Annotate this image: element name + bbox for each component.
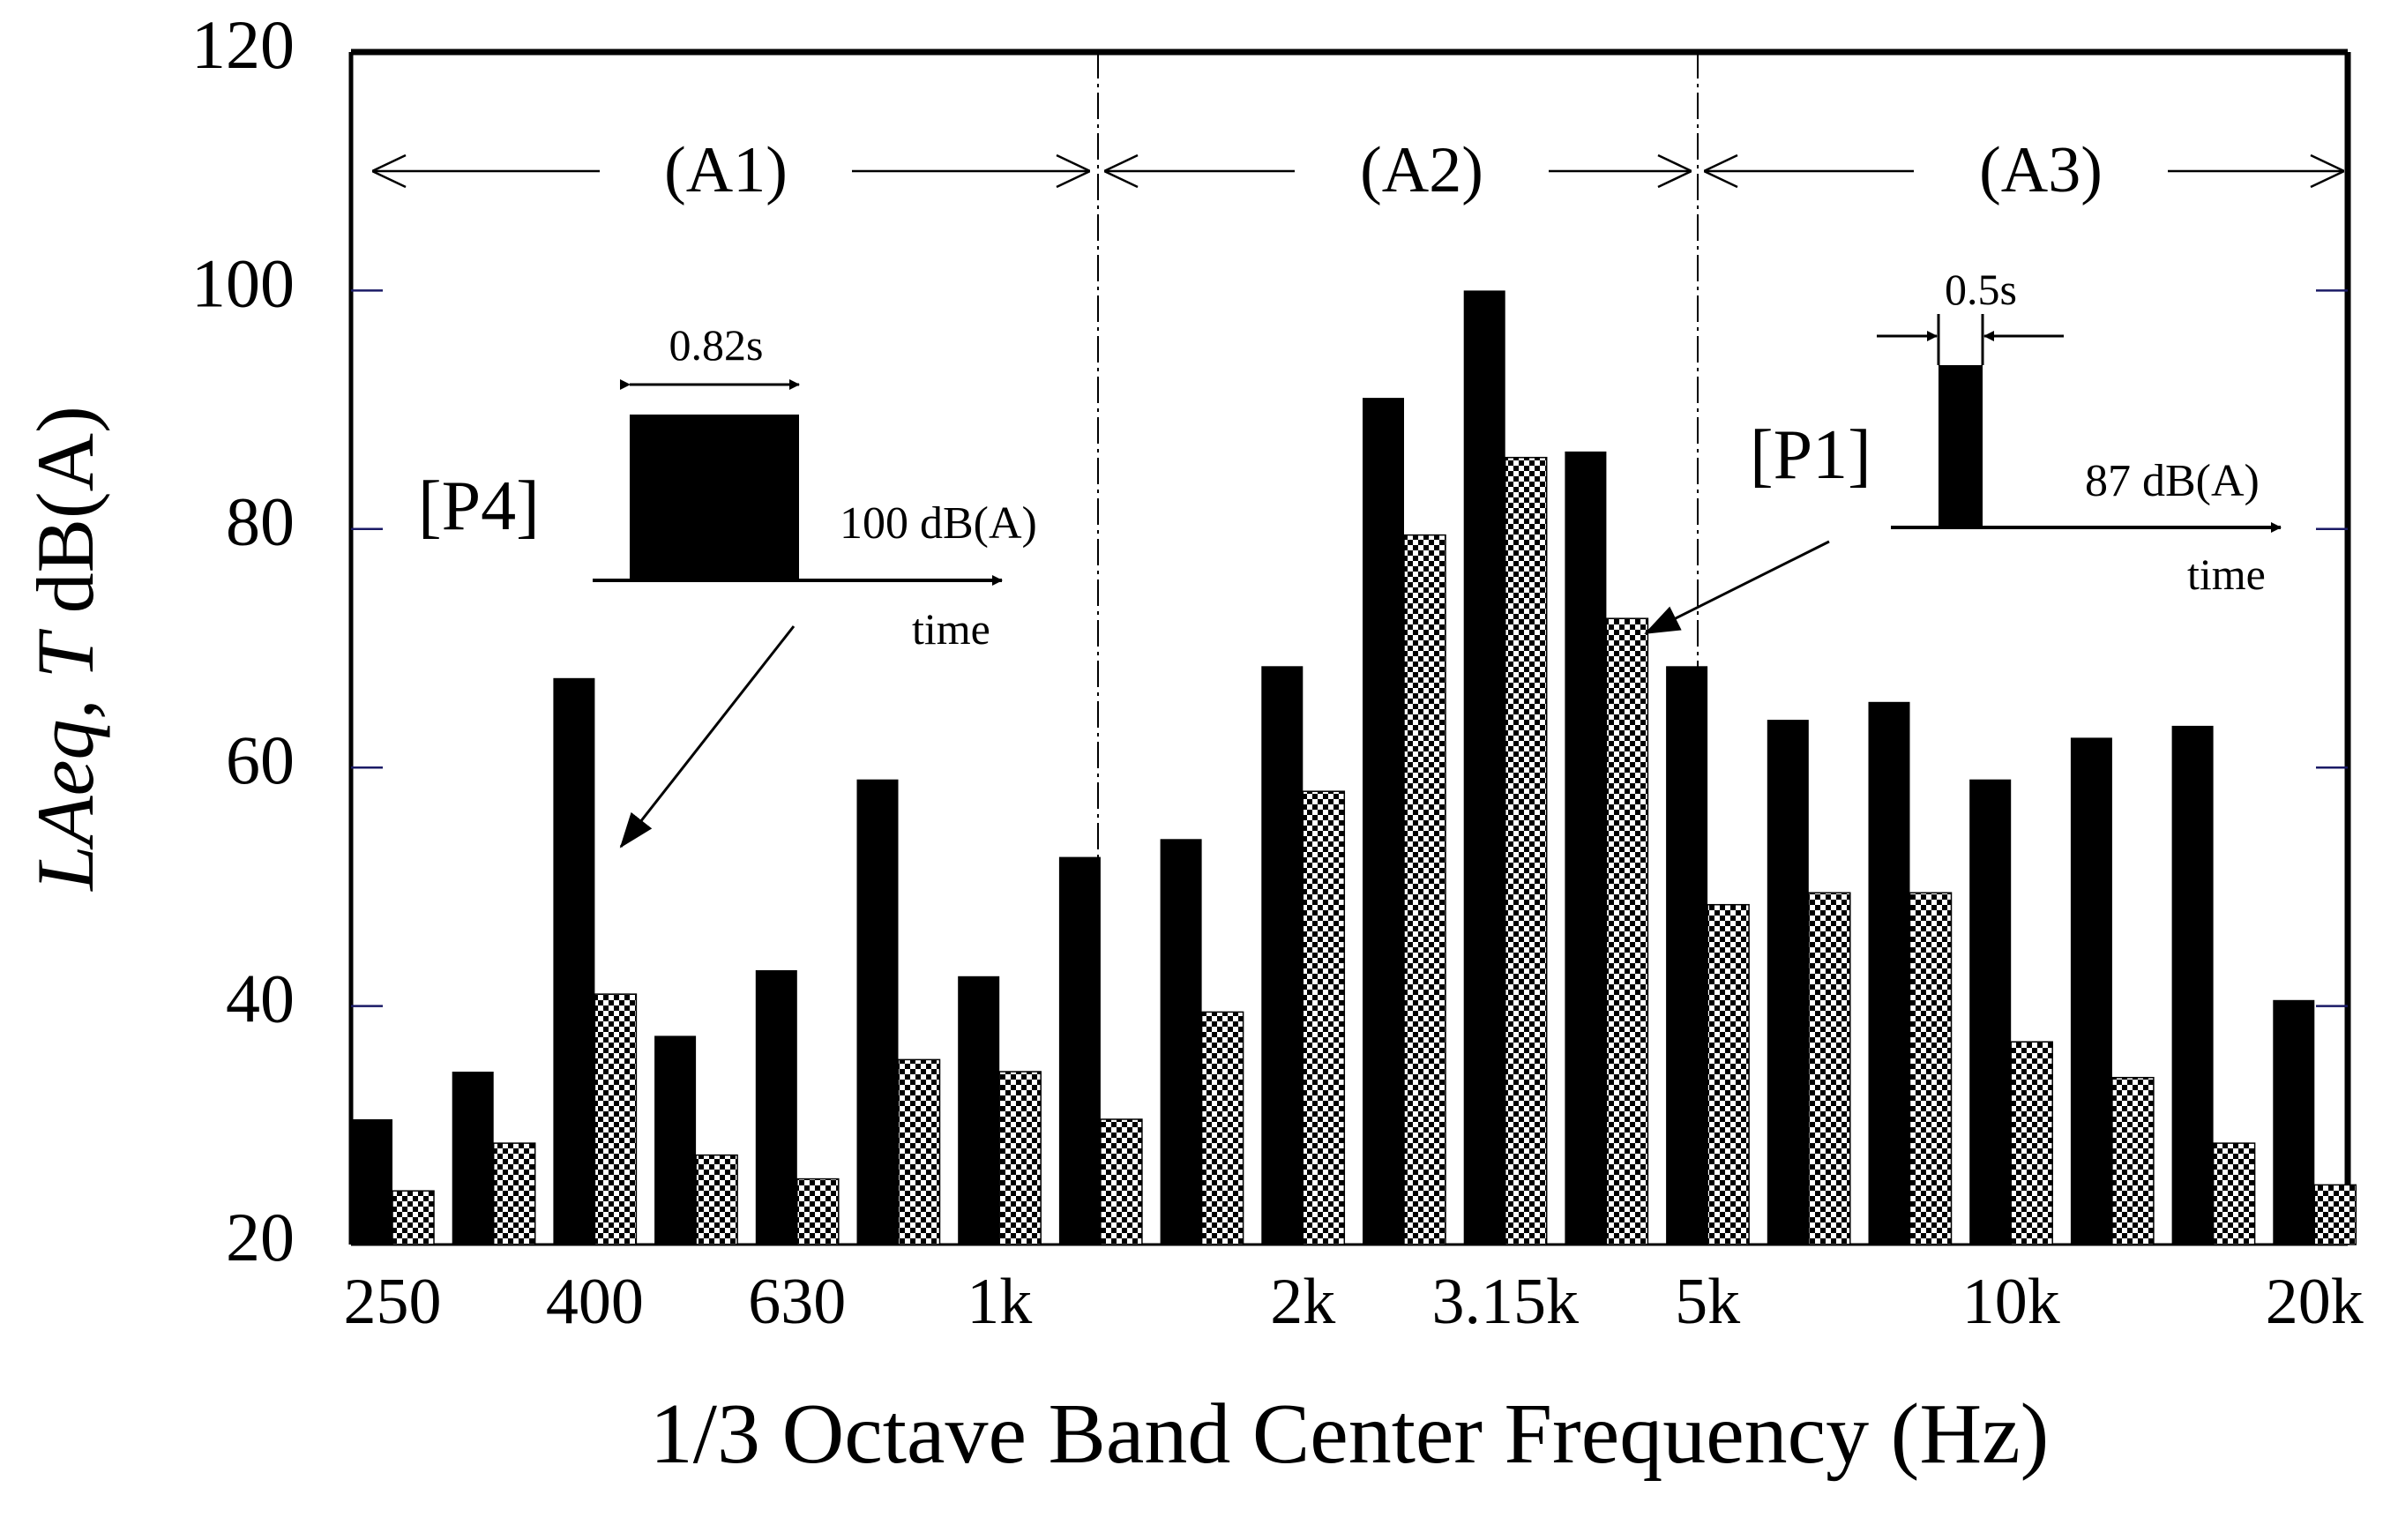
bar-p4-1.25k — [1058, 856, 1101, 1245]
x-tick-label: 10k — [1962, 1266, 2060, 1338]
bar-p1-2k — [1302, 790, 1346, 1245]
x-tick-label: 20k — [2266, 1266, 2364, 1338]
inset-p4-pointer — [619, 625, 796, 848]
y-tick-label: 40 — [226, 961, 295, 1037]
bar-p4-6.3k — [1767, 720, 1809, 1245]
inset-p4-level: 100 dB(A) — [840, 498, 1037, 549]
y-axis-label-quantity: LAeq, T — [20, 629, 110, 893]
bar-p1-500 — [695, 1154, 738, 1245]
inset-p4-tag: [P4] — [418, 467, 540, 545]
inset-p4: [P4] 0.82s 100 dB(A) time — [418, 320, 1037, 848]
y-tick-label: 20 — [226, 1199, 295, 1275]
bar-p4-2.5k — [1363, 398, 1404, 1245]
x-tick-label: 400 — [546, 1266, 644, 1338]
bar-p4-20k — [2273, 999, 2315, 1245]
bar-p4-250 — [351, 1119, 392, 1245]
y-axis-label-unit: dB(A) — [20, 406, 110, 633]
bar-p1-630 — [796, 1177, 840, 1245]
bar-p4-500 — [654, 1035, 697, 1245]
region-a2: (A2) — [1104, 134, 1692, 206]
region-a1-label: (A1) — [664, 134, 788, 206]
bar-p4-10k — [1969, 779, 2012, 1245]
y-tick-labels: 20 40 60 80 100 120 — [191, 6, 295, 1275]
inset-p1: 0.5s [P1] 87 dB(A) time — [1644, 265, 2282, 635]
y-tick-label: 100 — [191, 244, 295, 321]
bar-p1-6.3k — [1808, 892, 1851, 1245]
x-tick-label: 2k — [1270, 1266, 1335, 1338]
bar-p1-8k — [1909, 892, 1953, 1245]
y-tick-label: 60 — [226, 721, 295, 798]
inset-p4-duration: 0.82s — [669, 320, 764, 370]
bar-p1-1k — [998, 1071, 1042, 1245]
bar-p1-10k — [2010, 1041, 2053, 1245]
bar-p1-1.6k — [1200, 1011, 1244, 1245]
bar-p1-315 — [492, 1142, 536, 1245]
x-tick-label: 1k — [967, 1266, 1032, 1338]
inset-p1-level: 87 dB(A) — [2085, 456, 2260, 506]
inset-p1-pulse — [1939, 365, 1983, 527]
bar-p1-400 — [594, 993, 638, 1245]
bar-p4-2k — [1261, 666, 1304, 1245]
region-a3-label: (A3) — [1979, 134, 2103, 206]
bar-p4-630 — [755, 970, 797, 1245]
bar-p4-315 — [452, 1072, 494, 1245]
inset-p4-pulse — [630, 415, 799, 580]
x-tick-label: 3.15k — [1431, 1266, 1579, 1338]
inset-p1-duration: 0.5s — [1945, 265, 2017, 314]
y-tick-label: 120 — [191, 6, 295, 83]
bar-p4-5k — [1666, 666, 1708, 1245]
bar-p4-3.15k — [1463, 290, 1505, 1245]
bar-p1-12.5k — [2111, 1076, 2155, 1245]
bar-p4-1.6k — [1160, 839, 1202, 1245]
x-axis-label: 1/3 Octave Band Center Frequency (Hz) — [650, 1387, 2049, 1482]
bar-p4-16k — [2171, 725, 2214, 1245]
bar-p1-4k — [1605, 617, 1649, 1245]
bar-p1-2.5k — [1403, 534, 1446, 1245]
inset-p1-pointer — [1644, 540, 1830, 635]
x-tick-labels: 250 400 630 1k 2k 3.15k 5k 10k 20k — [344, 1266, 2364, 1338]
bar-p1-250 — [392, 1190, 435, 1245]
bar-p1-3.15k — [1504, 456, 1548, 1245]
region-a3: (A3) — [1704, 134, 2344, 206]
y-axis-label: LAeq, T dB(A) — [20, 406, 110, 892]
y-tick-label: 80 — [226, 483, 295, 560]
bar-p4-8k — [1868, 701, 1910, 1245]
x-tick-label: 630 — [748, 1266, 846, 1338]
region-a1: (A1) — [372, 134, 1090, 206]
bar-p1-20k — [2313, 1184, 2357, 1245]
x-tick-label: 5k — [1675, 1266, 1740, 1338]
bar-p1-800 — [897, 1058, 941, 1245]
region-dividers — [1097, 52, 1699, 1245]
x-tick-label: 250 — [344, 1266, 442, 1338]
bar-p1-5k — [1707, 903, 1750, 1245]
bar-p4-4k — [1565, 451, 1607, 1245]
inset-p1-time-label: time — [2187, 549, 2266, 599]
inset-p1-tag: [P1] — [1750, 416, 1871, 494]
region-a2-label: (A2) — [1360, 134, 1483, 206]
y-tick-marks — [351, 289, 2348, 1007]
inset-p4-time-label: time — [912, 604, 990, 654]
bar-p1-1.25k — [1100, 1118, 1143, 1245]
bar-p4-12.5k — [2070, 737, 2112, 1245]
bar-p4-1k — [958, 976, 1000, 1245]
bar-p1-16k — [2212, 1142, 2256, 1245]
bars — [351, 290, 2357, 1245]
bar-p4-800 — [856, 779, 899, 1245]
bar-p4-400 — [553, 677, 595, 1245]
